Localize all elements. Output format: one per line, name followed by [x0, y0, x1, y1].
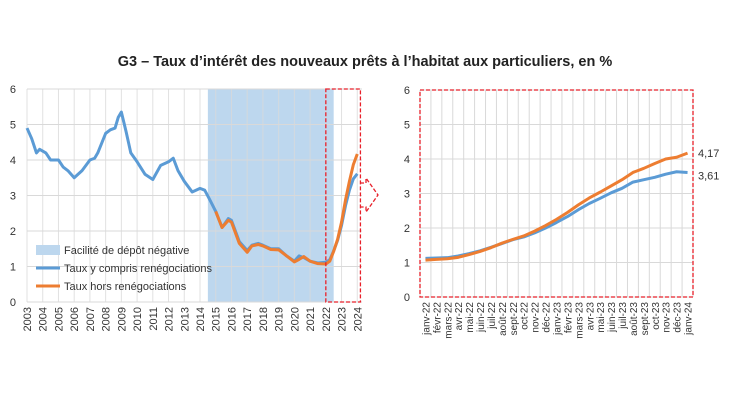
legend-label: Facilité de dépôt négative [64, 245, 189, 257]
x-tick-label: févr-23 [563, 302, 574, 334]
x-tick-label: 2010 [132, 307, 144, 331]
x-tick-label: 2023 [337, 307, 349, 331]
x-tick-label: sept-22 [509, 302, 520, 336]
x-tick-label: 2017 [242, 307, 254, 331]
x-tick-label: août-23 [629, 302, 640, 336]
y-tick-label: 6 [10, 84, 16, 96]
y-tick-label: 4 [10, 155, 16, 167]
x-tick-label: juil-23 [618, 302, 629, 330]
x-tick-label: oct-23 [651, 302, 662, 330]
x-tick-label: févr-22 [432, 302, 443, 334]
x-tick-label: 2014 [195, 307, 207, 331]
x-tick-label: mai-22 [465, 302, 476, 333]
x-tick-label: 2012 [164, 307, 176, 331]
x-tick-label: janv-23 [553, 302, 564, 336]
y-tick-label: 4 [404, 154, 410, 166]
x-tick-label: juin-22 [476, 302, 487, 333]
y-tick-label: 2 [404, 223, 410, 235]
x-tick-label: déc-23 [673, 302, 684, 333]
x-tick-label: 2020 [289, 307, 301, 331]
x-tick-label: mars-23 [574, 302, 585, 339]
y-tick-label: 3 [404, 189, 410, 201]
y-tick-label: 0 [10, 297, 16, 309]
chart-title: G3 – Taux d’intérêt des nouveaux prêts à… [117, 54, 613, 70]
x-tick-label: 2022 [321, 307, 333, 331]
y-tick-label: 6 [404, 85, 410, 97]
x-tick-label: 2003 [22, 307, 34, 331]
y-tick-label: 2 [10, 226, 16, 238]
series-line-hors-renegociations [214, 153, 359, 266]
y-tick-label: 1 [404, 258, 410, 270]
y-tick-label: 5 [404, 120, 410, 132]
series-line-hors-renegociations [425, 151, 689, 262]
end-label-y-compris-renegociations: 3,61 [698, 170, 719, 182]
x-tick-label: 2019 [274, 307, 286, 331]
x-tick-label: 2009 [116, 307, 128, 331]
x-tick-label: 2016 [226, 307, 238, 331]
end-label-hors-renegociations: 4,17 [698, 148, 719, 160]
x-tick-label: 2024 [352, 307, 364, 331]
y-tick-label: 1 [10, 262, 16, 274]
x-tick-label: oct-22 [520, 302, 531, 330]
legend-label: Taux hors renégociations [64, 281, 187, 293]
x-tick-label: 2015 [211, 307, 223, 331]
x-tick-label: janv-22 [421, 302, 432, 336]
x-tick-label: janv-24 [684, 302, 695, 336]
x-tick-label: 2007 [85, 307, 97, 331]
y-tick-label: 0 [404, 292, 410, 304]
x-tick-label: août-22 [498, 302, 509, 336]
x-tick-label: 2008 [101, 307, 113, 331]
x-tick-label: juil-22 [487, 302, 498, 330]
x-tick-label: déc-22 [542, 302, 553, 333]
x-tick-label: sept-23 [640, 302, 651, 336]
y-tick-label: 3 [10, 191, 16, 203]
legend-swatch [36, 245, 60, 255]
x-tick-label: nov-23 [662, 302, 673, 333]
x-tick-label: juin-23 [607, 302, 618, 333]
x-tick-label: 2013 [179, 307, 191, 331]
y-tick-label: 5 [10, 120, 16, 132]
highlight-box [325, 88, 362, 303]
x-tick-label: 2005 [53, 307, 65, 331]
x-tick-label: 2006 [69, 307, 81, 331]
x-tick-label: nov-22 [531, 302, 542, 333]
series-line-y-compris-renegociations [425, 170, 688, 260]
x-tick-label: mai-23 [596, 302, 607, 333]
x-tick-label: 2011 [148, 307, 160, 331]
x-tick-label: 2018 [258, 307, 270, 331]
x-tick-label: avr-22 [454, 302, 465, 331]
legend-label: Taux y compris renégociations [64, 263, 212, 275]
x-tick-label: mars-22 [443, 302, 454, 339]
zoom-arrow-icon [360, 175, 379, 215]
x-tick-label: 2004 [38, 307, 50, 331]
x-tick-label: 2021 [305, 307, 317, 331]
x-tick-label: avr-23 [585, 302, 596, 331]
